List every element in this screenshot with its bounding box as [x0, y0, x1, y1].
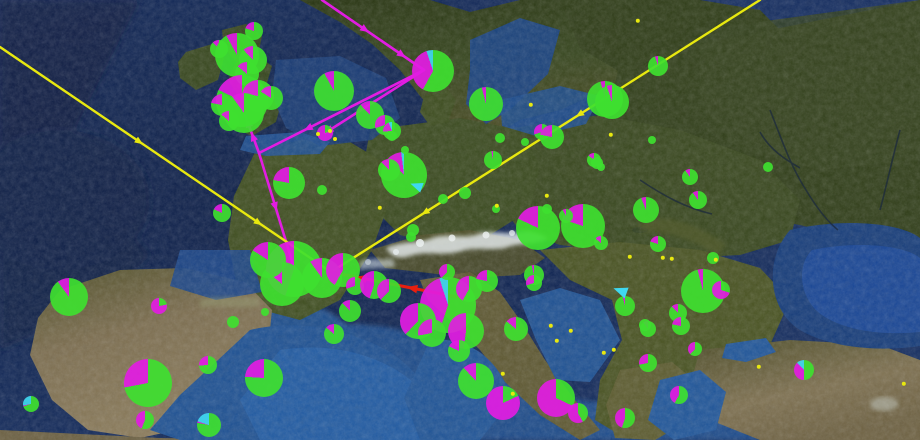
map-viewport[interactable]: [0, 0, 920, 440]
satellite-basemap: [0, 0, 920, 440]
